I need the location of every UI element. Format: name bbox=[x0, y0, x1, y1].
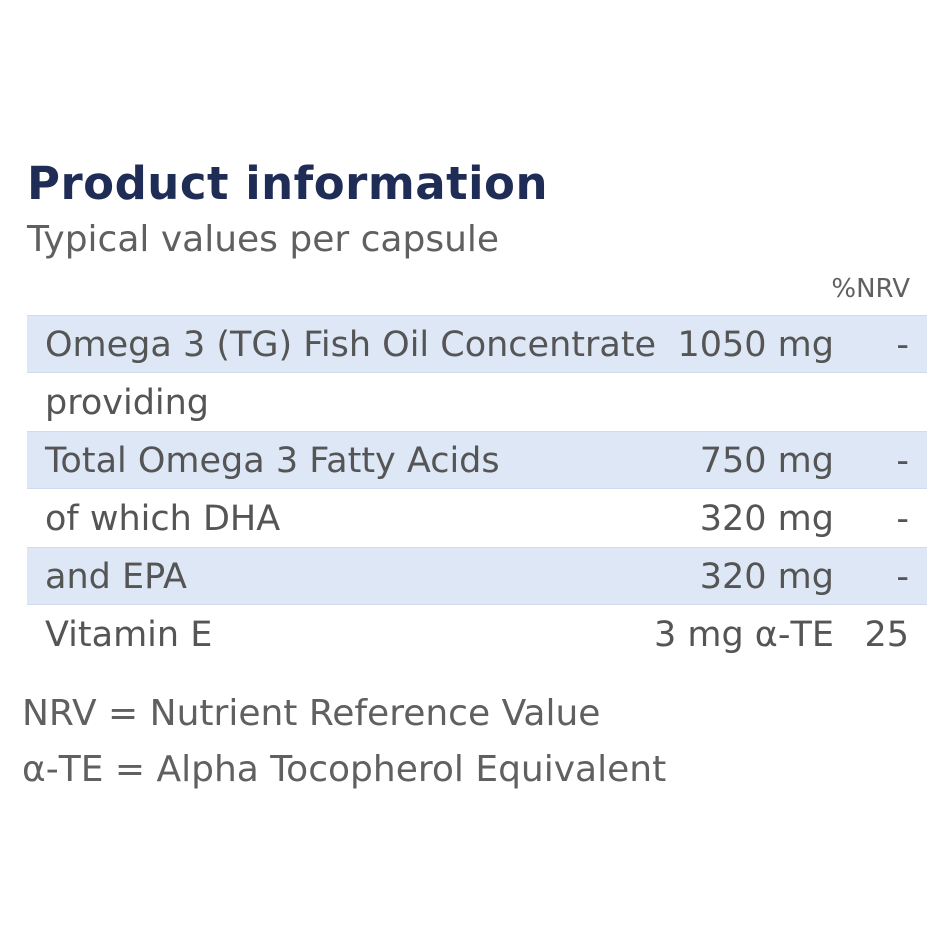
page-title: Product information bbox=[27, 157, 548, 210]
nutrient-nrv: - bbox=[896, 441, 909, 481]
nutrient-name: providing bbox=[45, 383, 210, 423]
nutrient-amount: 320 mg bbox=[699, 557, 834, 597]
nutrient-nrv: - bbox=[896, 557, 909, 597]
nutrient-amount: 1050 mg bbox=[677, 325, 834, 365]
page-subtitle: Typical values per capsule bbox=[27, 219, 500, 260]
nutrient-amount: 3 mg α-TE bbox=[653, 615, 834, 655]
table-row: of which DHA 320 mg - bbox=[27, 489, 927, 547]
footnotes: NRV = Nutrient Reference Value α-TE = Al… bbox=[22, 686, 666, 798]
nutrient-nrv: - bbox=[896, 499, 909, 539]
footnote-nrv: NRV = Nutrient Reference Value bbox=[22, 693, 601, 734]
footnote-ate: α-TE = Alpha Tocopherol Equivalent bbox=[22, 749, 667, 790]
nutrient-nrv: 25 bbox=[864, 615, 909, 655]
table-row: Omega 3 (TG) Fish Oil Concentrate 1050 m… bbox=[27, 315, 927, 373]
nutrient-name: and EPA bbox=[45, 557, 187, 597]
nutrient-amount: 750 mg bbox=[699, 441, 834, 481]
nutrient-nrv: - bbox=[896, 325, 909, 365]
nutrient-name: Vitamin E bbox=[45, 615, 213, 655]
table-row: Total Omega 3 Fatty Acids 750 mg - bbox=[27, 431, 927, 489]
nutrient-name: of which DHA bbox=[45, 499, 281, 539]
nrv-column-header: %NRV bbox=[831, 274, 910, 304]
nutrient-name: Total Omega 3 Fatty Acids bbox=[45, 441, 500, 481]
table-row: providing bbox=[27, 373, 927, 431]
table-row: Vitamin E 3 mg α-TE 25 bbox=[27, 605, 927, 663]
table-row: and EPA 320 mg - bbox=[27, 547, 927, 605]
nutrition-table: Omega 3 (TG) Fish Oil Concentrate 1050 m… bbox=[27, 315, 927, 663]
nutrient-amount: 320 mg bbox=[699, 499, 834, 539]
nutrient-name: Omega 3 (TG) Fish Oil Concentrate bbox=[45, 325, 657, 365]
